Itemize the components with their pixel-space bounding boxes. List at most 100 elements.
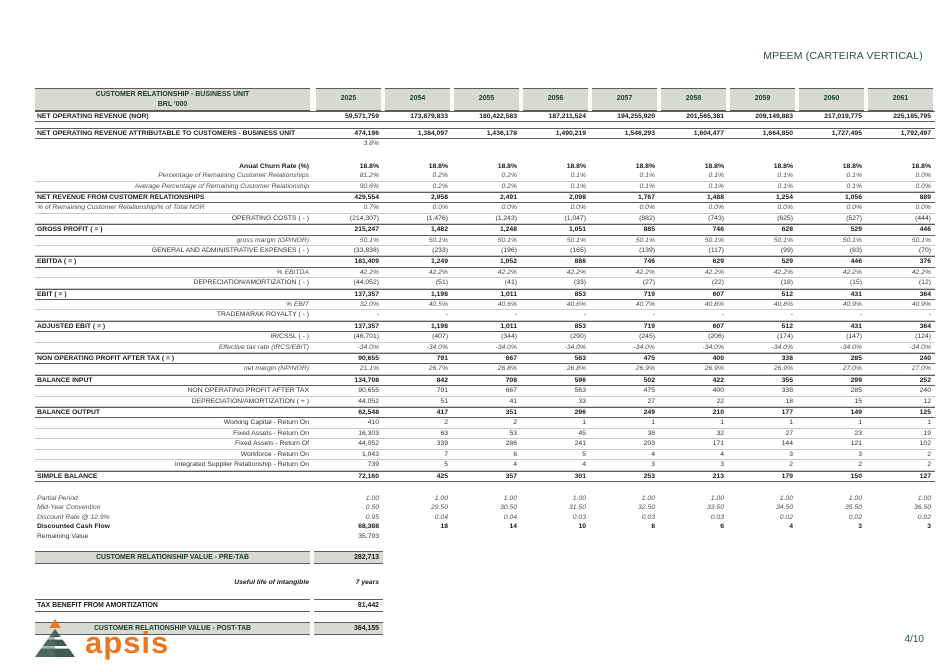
table-subtitle: BRL '000: [157, 100, 188, 108]
cell-value: 1.00: [917, 494, 931, 502]
cell-value: 4: [720, 450, 724, 458]
cell-value: 417: [436, 409, 448, 417]
table-row: Fixed Assets - Return On 16,303 63 53 45 38 32…: [35, 429, 935, 440]
cell-value: [521, 532, 590, 541]
cell-value: 338: [781, 355, 793, 363]
useful-life-label: Useful life of intangible: [234, 578, 309, 586]
table-row: 3.8%: [35, 139, 935, 148]
cell-value: 50.1%: [635, 236, 655, 244]
cell-value: 628: [781, 226, 793, 234]
cell-value: 0.0%: [432, 204, 449, 212]
cell-value: 2: [513, 419, 517, 427]
table-row: Effective tax rate (IRCS/EBIT) -34.0% -34.…: [35, 343, 935, 354]
table-row: OPERATING COSTS ( - ) (214,307) (1,476) (1,…: [35, 214, 935, 225]
cell-value: (15): [849, 279, 862, 287]
cell-value: (70): [918, 246, 931, 254]
cell-value: 364: [919, 322, 931, 330]
table-row: DEPRECIATION/AMORTIZATION ( + ) 44,052 51 4…: [35, 397, 935, 408]
row-label: EBIT ( = ): [37, 290, 67, 298]
row-label: TRADEMARAK ROYALTY ( - ): [216, 311, 309, 319]
cell-value: 5: [582, 450, 586, 458]
row-label: Discount Rate @ 12.9%: [37, 513, 110, 521]
cell-value: 1,490,219: [555, 129, 586, 137]
cell-value: 0.2%: [501, 182, 518, 190]
cell-value: -: [445, 311, 448, 319]
cell-value: 889: [919, 193, 931, 201]
cell-value: (407): [432, 333, 448, 341]
row-label: net margin (NP/NOR): [244, 365, 309, 373]
cell-value: 338: [781, 387, 793, 395]
row-label: IR/CSSL ( - ): [270, 333, 309, 341]
cell-value: 90.6%: [359, 182, 379, 190]
cell-value: 429,554: [354, 193, 379, 201]
cell-value: (46,701): [353, 333, 379, 341]
cell-value: 4: [651, 450, 655, 458]
cell-value: 137,357: [354, 322, 379, 330]
table-row: % EBITDA 42.2% 42.2% 42.2% 42.2% 42.2% 42.2% 42…: [35, 268, 935, 279]
cell-value: 3.8%: [363, 140, 380, 148]
cell-value: 22: [716, 397, 724, 405]
cell-value: -34.0%: [840, 343, 862, 351]
cell-value: 0.1%: [846, 182, 863, 190]
cell-value: 121: [850, 440, 862, 448]
cell-value: 102: [919, 440, 931, 448]
cell-value: 0.1%: [570, 182, 587, 190]
cell-value: 1: [651, 419, 655, 427]
cell-value: 7: [444, 450, 448, 458]
cell-value: 50.1%: [704, 236, 724, 244]
cell-value: 179: [781, 472, 793, 480]
row-label: % of Remaining Customer Relationship/% o…: [37, 204, 205, 212]
table-body: NET OPERATING REVENUE (NOR) 59,571,759 173…: [35, 110, 935, 541]
row-label: ADJUSTED EBIT ( = ): [37, 322, 106, 330]
cell-value: -34.0%: [495, 343, 517, 351]
cell-value: 1.00: [848, 494, 862, 502]
page-number: 4/10: [904, 634, 924, 645]
row-label: Working Capital - Return On: [223, 419, 309, 427]
cell-value: (165): [570, 246, 586, 254]
cell-value: 446: [919, 226, 931, 234]
cell-value: 50.1%: [773, 236, 793, 244]
cell-value: 339: [436, 440, 448, 448]
cell-value: 34.50: [775, 504, 793, 512]
cell-value: 177: [781, 409, 793, 417]
row-label: NET OPERATING REVENUE ATTRIBUTABLE TO CU…: [37, 129, 296, 137]
cell-value: 40.5%: [428, 301, 448, 308]
cell-value: 3: [927, 523, 931, 531]
cell-value: [590, 532, 659, 541]
cell-value: 1,482: [430, 226, 448, 234]
cell-value: 209,149,883: [755, 112, 793, 120]
cell-value: 0.1%: [708, 172, 725, 180]
cell-value: 1,198: [430, 322, 448, 330]
cell-value: 137,357: [354, 290, 379, 298]
cell-value: 35,793: [358, 532, 379, 540]
cell-value: 215,247: [354, 226, 379, 234]
cell-value: 81.2%: [359, 172, 379, 180]
cell-value: 27: [647, 397, 655, 405]
cell-value: (1,243): [495, 214, 517, 222]
row-label: SIMPLE BALANCE: [37, 472, 98, 480]
cell-value: 296: [574, 409, 586, 417]
cell-value: 0.0%: [915, 182, 932, 190]
cell-value: 285: [850, 387, 862, 395]
cell-value: 0.03: [710, 513, 724, 521]
cell-value: 26.9%: [704, 365, 724, 373]
cell-value: 50.1%: [842, 236, 862, 244]
table-row: Average Percentage of Remaining Customer…: [35, 182, 935, 192]
table-row: NET REVENUE FROM CUSTOMER RELATIONSHIPS 4…: [35, 191, 935, 204]
cell-value: 0.2%: [432, 182, 449, 190]
cell-value: 26.8%: [566, 365, 586, 373]
cell-value: (124): [915, 333, 931, 341]
row-label: Mid-Year Convention: [37, 504, 101, 512]
table-row: NET OPERATING REVENUE (NOR) 59,571,759 173…: [35, 110, 935, 122]
cell-value: 18.8%: [704, 162, 724, 170]
cell-value: (1,476): [426, 214, 448, 222]
cell-value: 10: [578, 523, 586, 531]
table-row: TRADEMARAK ROYALTY ( - ) - - - - - - - - -: [35, 310, 935, 321]
cell-value: 1,248: [499, 226, 517, 234]
cell-value: 4: [513, 461, 517, 469]
cell-value: 0.02: [917, 513, 931, 521]
cell-value: 29.50: [430, 504, 448, 512]
table-row: SIMPLE BALANCE 72,160 425 357 301 253 213 179 15…: [35, 470, 935, 482]
cell-value: 886: [574, 258, 586, 266]
table-row: Remaining Value 35,793: [35, 532, 935, 541]
